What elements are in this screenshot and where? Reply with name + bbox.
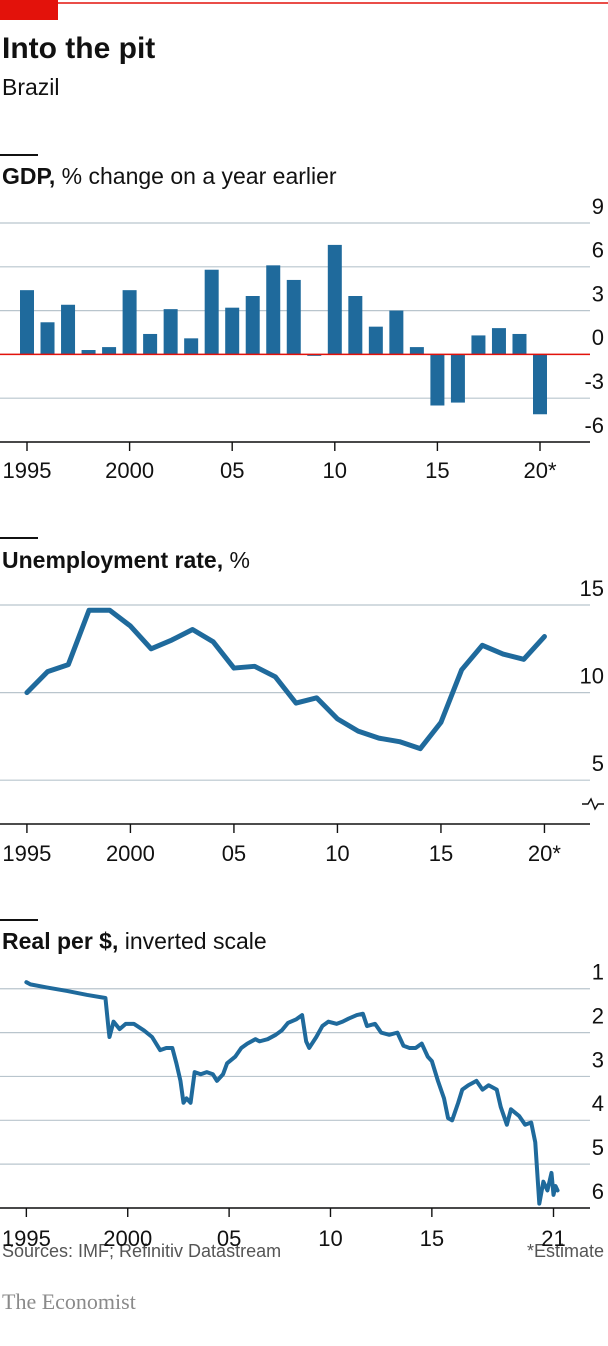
bar bbox=[143, 333, 158, 355]
bar bbox=[81, 350, 96, 355]
x-tick-label: 1995 bbox=[2, 1226, 51, 1251]
panel-title-main: GDP, bbox=[2, 163, 55, 189]
x-tick-label: 05 bbox=[217, 1226, 241, 1251]
y-tick-label: 9 bbox=[592, 194, 604, 219]
bar bbox=[327, 244, 342, 355]
y-tick-label: -3 bbox=[584, 369, 604, 394]
data-line bbox=[24, 980, 560, 1206]
bar bbox=[204, 269, 219, 355]
bar bbox=[409, 347, 424, 355]
bar bbox=[491, 328, 506, 355]
y-tick-label: -6 bbox=[584, 413, 604, 438]
bar bbox=[266, 265, 281, 355]
y-tick-label: 5 bbox=[592, 751, 604, 776]
bar bbox=[102, 347, 117, 355]
red-tag bbox=[0, 0, 58, 20]
data-line bbox=[24, 607, 547, 752]
bar bbox=[533, 354, 547, 415]
x-tick-label: 20* bbox=[523, 458, 556, 483]
axis-break bbox=[582, 797, 604, 811]
x-tick-label: 1995 bbox=[2, 841, 51, 866]
x-tick-label: 2000 bbox=[106, 841, 155, 866]
y-tick-label: 0 bbox=[592, 325, 604, 350]
panel-title-main: Unemployment rate, bbox=[2, 547, 223, 573]
brand: The Economist bbox=[2, 1289, 136, 1314]
bar bbox=[61, 304, 76, 355]
x-tick-label: 05 bbox=[222, 841, 246, 866]
page-title: Into the pit bbox=[2, 32, 155, 65]
y-tick-label: 3 bbox=[592, 281, 604, 306]
x-tick-label: 15 bbox=[425, 458, 449, 483]
bar bbox=[245, 296, 260, 355]
panel-title-unit: % change on a year earlier bbox=[62, 163, 337, 189]
bar bbox=[122, 290, 137, 355]
bar bbox=[348, 296, 363, 355]
y-tick-label: 15 bbox=[580, 576, 604, 601]
panel-title: GDP, % change on a year earlier bbox=[2, 163, 337, 189]
x-tick-label: 15 bbox=[429, 841, 453, 866]
bar bbox=[368, 326, 383, 355]
panel-title-unit: inverted scale bbox=[125, 928, 267, 954]
x-tick-label: 2000 bbox=[105, 458, 154, 483]
bar bbox=[40, 322, 55, 355]
y-tick-label: 6 bbox=[592, 238, 604, 263]
x-tick-label: 1995 bbox=[3, 458, 52, 483]
bar bbox=[225, 307, 240, 355]
panel-title: Real per $, inverted scale bbox=[2, 928, 267, 954]
x-tick-label: 15 bbox=[420, 1226, 444, 1251]
bar bbox=[389, 310, 404, 355]
x-tick-label: 20* bbox=[528, 841, 561, 866]
x-tick-label: 10 bbox=[323, 458, 347, 483]
x-tick-label: 10 bbox=[318, 1226, 342, 1251]
y-tick-label: 6 bbox=[592, 1179, 604, 1204]
y-tick-label: 1 bbox=[592, 960, 604, 985]
bar bbox=[450, 354, 465, 403]
x-tick-label: 21 bbox=[541, 1226, 565, 1251]
y-tick-label: 2 bbox=[592, 1003, 604, 1028]
bar bbox=[163, 309, 178, 355]
panel-title-unit: % bbox=[230, 547, 250, 573]
page-subtitle: Brazil bbox=[2, 74, 60, 100]
bar bbox=[184, 338, 199, 355]
bar bbox=[430, 354, 445, 406]
y-tick-label: 3 bbox=[592, 1047, 604, 1072]
sources: Sources: IMF; Refinitiv Datastream bbox=[2, 1241, 281, 1261]
panel-title-main: Real per $, bbox=[2, 928, 118, 954]
panel-title: Unemployment rate, % bbox=[2, 547, 250, 573]
x-tick-label: 10 bbox=[325, 841, 349, 866]
bar bbox=[471, 335, 486, 355]
y-tick-label: 10 bbox=[580, 663, 604, 688]
footnote: *Estimate bbox=[527, 1241, 604, 1261]
bar bbox=[20, 290, 34, 355]
bar bbox=[512, 333, 527, 355]
bar bbox=[286, 279, 301, 355]
y-tick-label: 5 bbox=[592, 1135, 604, 1160]
y-tick-label: 4 bbox=[592, 1091, 604, 1116]
x-tick-label: 2000 bbox=[103, 1226, 152, 1251]
x-tick-label: 05 bbox=[220, 458, 244, 483]
